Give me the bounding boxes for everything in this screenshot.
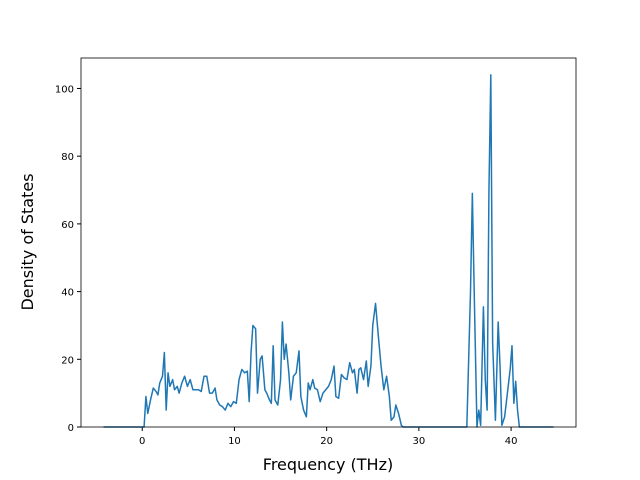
x-tick-label: 30 (413, 436, 426, 447)
y-tick-label: 20 (61, 355, 74, 366)
y-tick-label: 0 (68, 423, 74, 434)
x-tick-label: 0 (139, 436, 145, 447)
x-axis-label: Frequency (THz) (263, 455, 393, 474)
dos-line (103, 74, 554, 428)
x-tick-label: 40 (505, 436, 518, 447)
y-tick-label: 40 (61, 288, 74, 299)
y-tick-label: 80 (61, 152, 74, 163)
x-tick-label: 10 (228, 436, 241, 447)
x-tick-label: 20 (320, 436, 333, 447)
plot-frame (80, 57, 577, 428)
y-tick-label: 60 (61, 220, 74, 231)
y-tick-label: 100 (55, 84, 74, 95)
y-axis-label: Density of States (18, 173, 37, 310)
